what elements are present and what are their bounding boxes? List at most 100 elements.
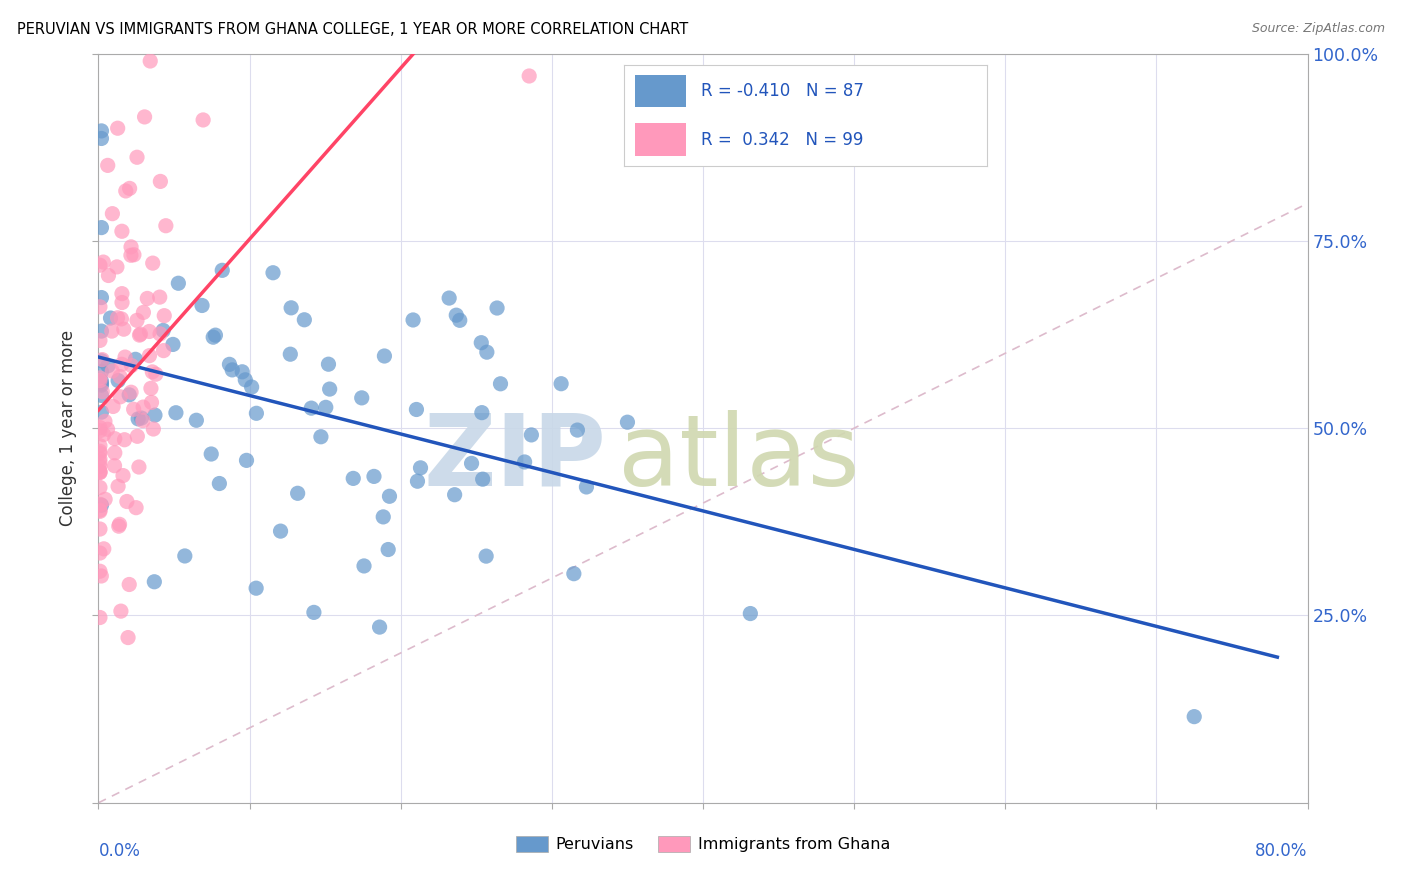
Point xyxy=(363,469,385,483)
Point xyxy=(287,486,309,500)
Point xyxy=(107,479,129,493)
Y-axis label: College, 1 year or more: College, 1 year or more xyxy=(59,330,77,526)
Point xyxy=(221,363,243,377)
Point xyxy=(89,466,111,480)
Point xyxy=(125,150,148,164)
Point xyxy=(89,455,111,469)
Point xyxy=(353,558,375,573)
Point xyxy=(240,380,263,394)
Point xyxy=(302,606,325,620)
Point xyxy=(100,311,122,326)
Point xyxy=(292,312,315,326)
Point xyxy=(280,301,302,315)
Point xyxy=(129,327,152,342)
Point xyxy=(97,158,120,172)
Point xyxy=(111,295,134,310)
Point xyxy=(152,323,174,337)
Point xyxy=(208,476,231,491)
Point xyxy=(101,364,124,378)
Point xyxy=(117,631,139,645)
Point xyxy=(141,395,163,409)
Text: 80.0%: 80.0% xyxy=(1256,842,1308,860)
Point xyxy=(470,335,492,350)
Point xyxy=(104,432,127,446)
Point xyxy=(107,121,129,136)
Point xyxy=(89,466,111,480)
Point xyxy=(449,313,471,327)
Point xyxy=(138,325,160,339)
Point xyxy=(131,411,153,425)
Point xyxy=(120,248,142,262)
Point xyxy=(142,422,165,436)
Point xyxy=(101,400,124,414)
Point xyxy=(153,309,176,323)
Point xyxy=(89,522,111,536)
Point xyxy=(517,69,540,83)
Point xyxy=(90,291,112,305)
Point xyxy=(471,472,494,486)
Point xyxy=(110,311,132,326)
Point xyxy=(191,298,214,312)
Point xyxy=(1182,709,1205,723)
Point xyxy=(235,453,257,467)
Point xyxy=(118,181,141,195)
Point xyxy=(114,433,136,447)
Point xyxy=(90,324,112,338)
Point xyxy=(114,184,136,198)
Point xyxy=(437,291,460,305)
Point xyxy=(94,414,117,428)
Point xyxy=(90,131,112,145)
Point xyxy=(550,376,572,391)
Point xyxy=(90,405,112,419)
Point xyxy=(149,290,172,304)
Point xyxy=(122,248,145,262)
Point xyxy=(93,541,115,556)
Point xyxy=(405,402,427,417)
Point xyxy=(378,489,401,503)
Point xyxy=(89,424,111,438)
Point xyxy=(132,414,155,428)
Point xyxy=(90,364,112,378)
Point xyxy=(128,460,150,475)
Point xyxy=(141,365,163,379)
Point xyxy=(96,422,118,436)
Point xyxy=(120,385,142,400)
Point xyxy=(165,406,187,420)
Point xyxy=(90,220,112,235)
Point xyxy=(118,388,141,402)
Point xyxy=(90,124,112,138)
Point xyxy=(443,488,465,502)
Point xyxy=(460,456,482,470)
Point xyxy=(136,292,159,306)
Point xyxy=(120,240,142,254)
Point xyxy=(101,207,124,221)
Point xyxy=(118,577,141,591)
Point xyxy=(107,310,129,325)
Point xyxy=(90,378,112,392)
Point xyxy=(90,388,112,402)
Point xyxy=(475,345,498,359)
Point xyxy=(200,447,222,461)
Point xyxy=(89,374,111,388)
Point xyxy=(377,542,399,557)
Legend: Peruvians, Immigrants from Ghana: Peruvians, Immigrants from Ghana xyxy=(509,830,897,858)
Point xyxy=(132,400,155,414)
Point xyxy=(111,286,134,301)
Point xyxy=(89,451,111,466)
Point xyxy=(90,569,112,583)
Point xyxy=(318,382,340,396)
Point xyxy=(143,574,166,589)
Point xyxy=(315,401,337,415)
Point xyxy=(105,260,128,274)
Point xyxy=(114,350,136,364)
Point xyxy=(575,480,598,494)
Point xyxy=(567,423,589,437)
Point xyxy=(350,391,373,405)
Point xyxy=(122,402,145,417)
Point xyxy=(186,413,208,427)
Point xyxy=(94,492,117,507)
Point xyxy=(101,324,124,338)
Point xyxy=(125,500,148,515)
Point xyxy=(134,110,156,124)
Point xyxy=(245,406,267,420)
